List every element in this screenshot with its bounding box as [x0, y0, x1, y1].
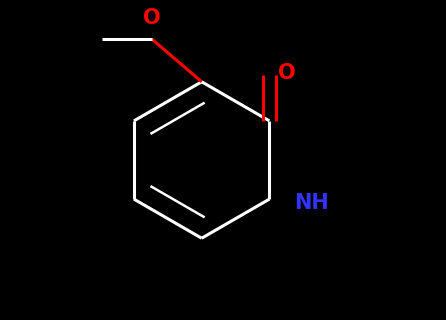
Text: O: O: [143, 8, 161, 28]
Text: NH: NH: [294, 193, 329, 213]
Text: O: O: [278, 63, 296, 83]
